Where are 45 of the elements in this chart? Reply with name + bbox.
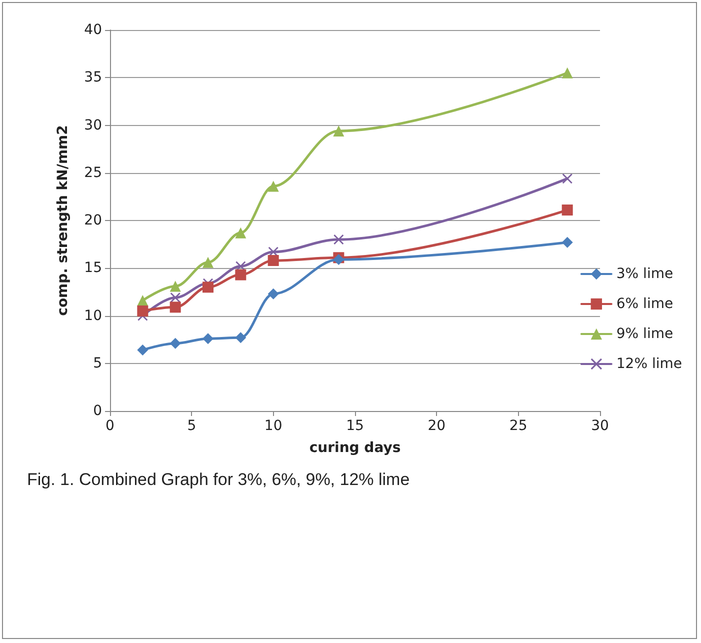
point: [268, 180, 279, 192]
point: [170, 292, 180, 303]
point: [268, 255, 279, 266]
point: [202, 333, 214, 344]
point: [170, 338, 181, 349]
point: [562, 204, 573, 216]
caption: Fig. 1. Combined Graph for 3%, 6%, 9%, 12% lime: [27, 470, 410, 490]
point: [137, 305, 148, 316]
point: [562, 236, 573, 248]
point: [137, 344, 148, 356]
point: [562, 174, 572, 184]
y-tick-label: 0: [93, 403, 102, 419]
point: [235, 227, 246, 238]
y-tick-label: 30: [84, 117, 102, 134]
point: [202, 282, 214, 293]
point: [333, 125, 344, 136]
x-tick-label: 30: [591, 418, 609, 434]
y-tick-label: 15: [84, 260, 102, 276]
x-tick-label: 5: [187, 418, 196, 434]
y-tick-label: 20: [84, 212, 102, 228]
x-tick-label: 10: [264, 418, 282, 434]
legend-label: 6% lime: [616, 296, 674, 312]
y-tick-label: 25: [84, 164, 102, 181]
y-axis-title: comp. strength kN/mm2: [55, 125, 71, 316]
point: [268, 288, 279, 300]
y-tick-label: 35: [84, 70, 102, 86]
legend-label: 12% lime: [616, 356, 682, 372]
point: [334, 234, 344, 245]
y-tick-label: 5: [93, 355, 102, 372]
legend-label: 9% lime: [616, 326, 674, 342]
legend-label: 3% lime: [616, 266, 674, 282]
point: [137, 295, 148, 306]
point: [235, 332, 246, 344]
x-tick-label: 20: [428, 418, 446, 434]
x-tick-label: 0: [106, 418, 114, 434]
y-tick-label: 10: [84, 308, 102, 324]
point: [202, 256, 214, 268]
point: [562, 67, 573, 78]
point: [170, 302, 181, 313]
point: [235, 269, 246, 280]
x-axis-title: curing days: [309, 440, 401, 456]
y-tick-label: 40: [84, 22, 102, 38]
point: [170, 280, 181, 292]
x-tick-label: 15: [346, 418, 364, 434]
x-tick-label: 25: [509, 418, 528, 434]
